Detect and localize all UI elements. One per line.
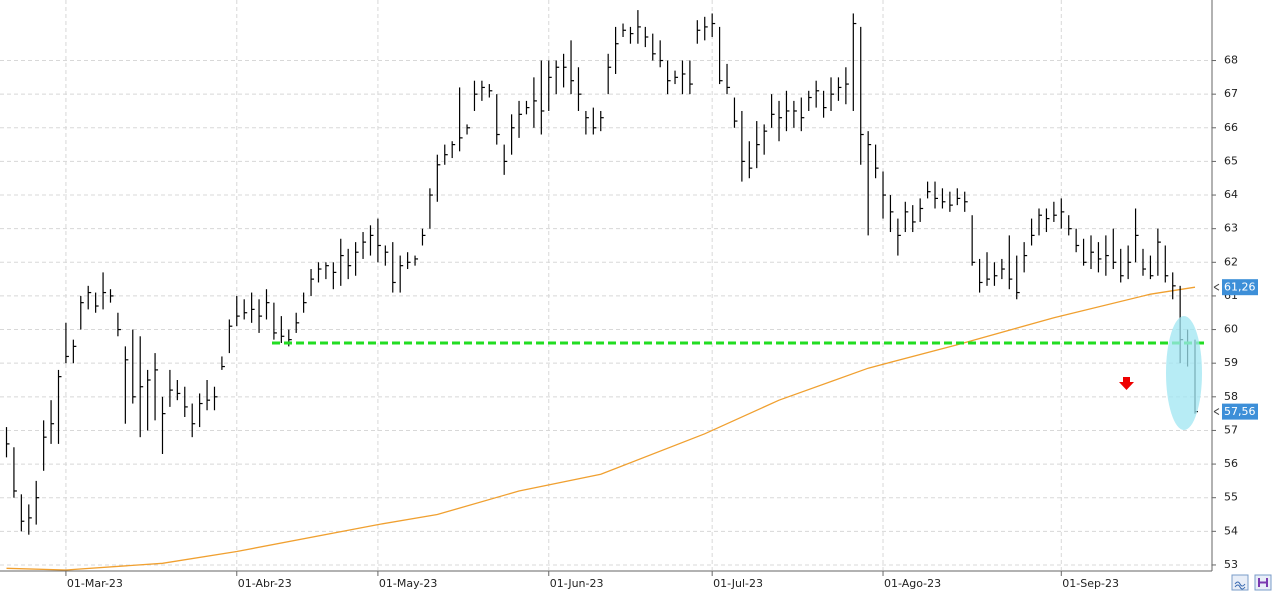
price-tag <box>1222 279 1258 296</box>
x-tick-label: 01-Sep-23 <box>1062 577 1119 590</box>
x-tick-label: 01-Jun-23 <box>550 577 604 590</box>
price-tag-pointer <box>1213 408 1220 416</box>
price-tag-label: 57,56 <box>1224 405 1256 418</box>
y-tick-label: 64 <box>1224 188 1238 201</box>
zoom-icon <box>1234 581 1246 590</box>
y-tick-label: 66 <box>1224 121 1238 134</box>
x-tick-label: 01-Abr-23 <box>238 577 292 590</box>
y-tick-label: 65 <box>1224 154 1238 167</box>
hold-icon <box>1258 578 1268 587</box>
y-tick-label: 59 <box>1224 356 1238 369</box>
y-tick-label: 68 <box>1224 54 1238 67</box>
price-tag <box>1222 403 1258 420</box>
x-tick-label: 01-Jul-23 <box>713 577 763 590</box>
x-tick-label: 01-Ago-23 <box>884 577 941 590</box>
y-tick-label: 53 <box>1224 558 1238 571</box>
overlay: 5354555657585960616263646566676801-Mar-2… <box>65 54 1258 590</box>
y-tick-label: 63 <box>1224 222 1238 235</box>
y-tick-label: 67 <box>1224 87 1238 100</box>
y-tick-label: 60 <box>1224 323 1238 336</box>
price-tag-label: 61,26 <box>1224 281 1256 294</box>
price-tag-pointer <box>1213 283 1220 291</box>
moving-average <box>6 286 1196 571</box>
y-tick-label: 58 <box>1224 390 1238 403</box>
y-tick-label: 56 <box>1224 457 1238 470</box>
marks <box>5 10 1205 571</box>
y-tick-label: 54 <box>1224 524 1238 537</box>
y-tick-label: 57 <box>1224 423 1238 436</box>
x-tick-label: 01-Mar-23 <box>67 577 123 590</box>
highlight-ellipse <box>1166 316 1202 430</box>
x-tick-label: 01-May-23 <box>379 577 437 590</box>
y-tick-label: 55 <box>1224 491 1238 504</box>
y-tick-label: 62 <box>1224 255 1238 268</box>
grid <box>0 0 1212 570</box>
down-arrow <box>1119 377 1134 390</box>
